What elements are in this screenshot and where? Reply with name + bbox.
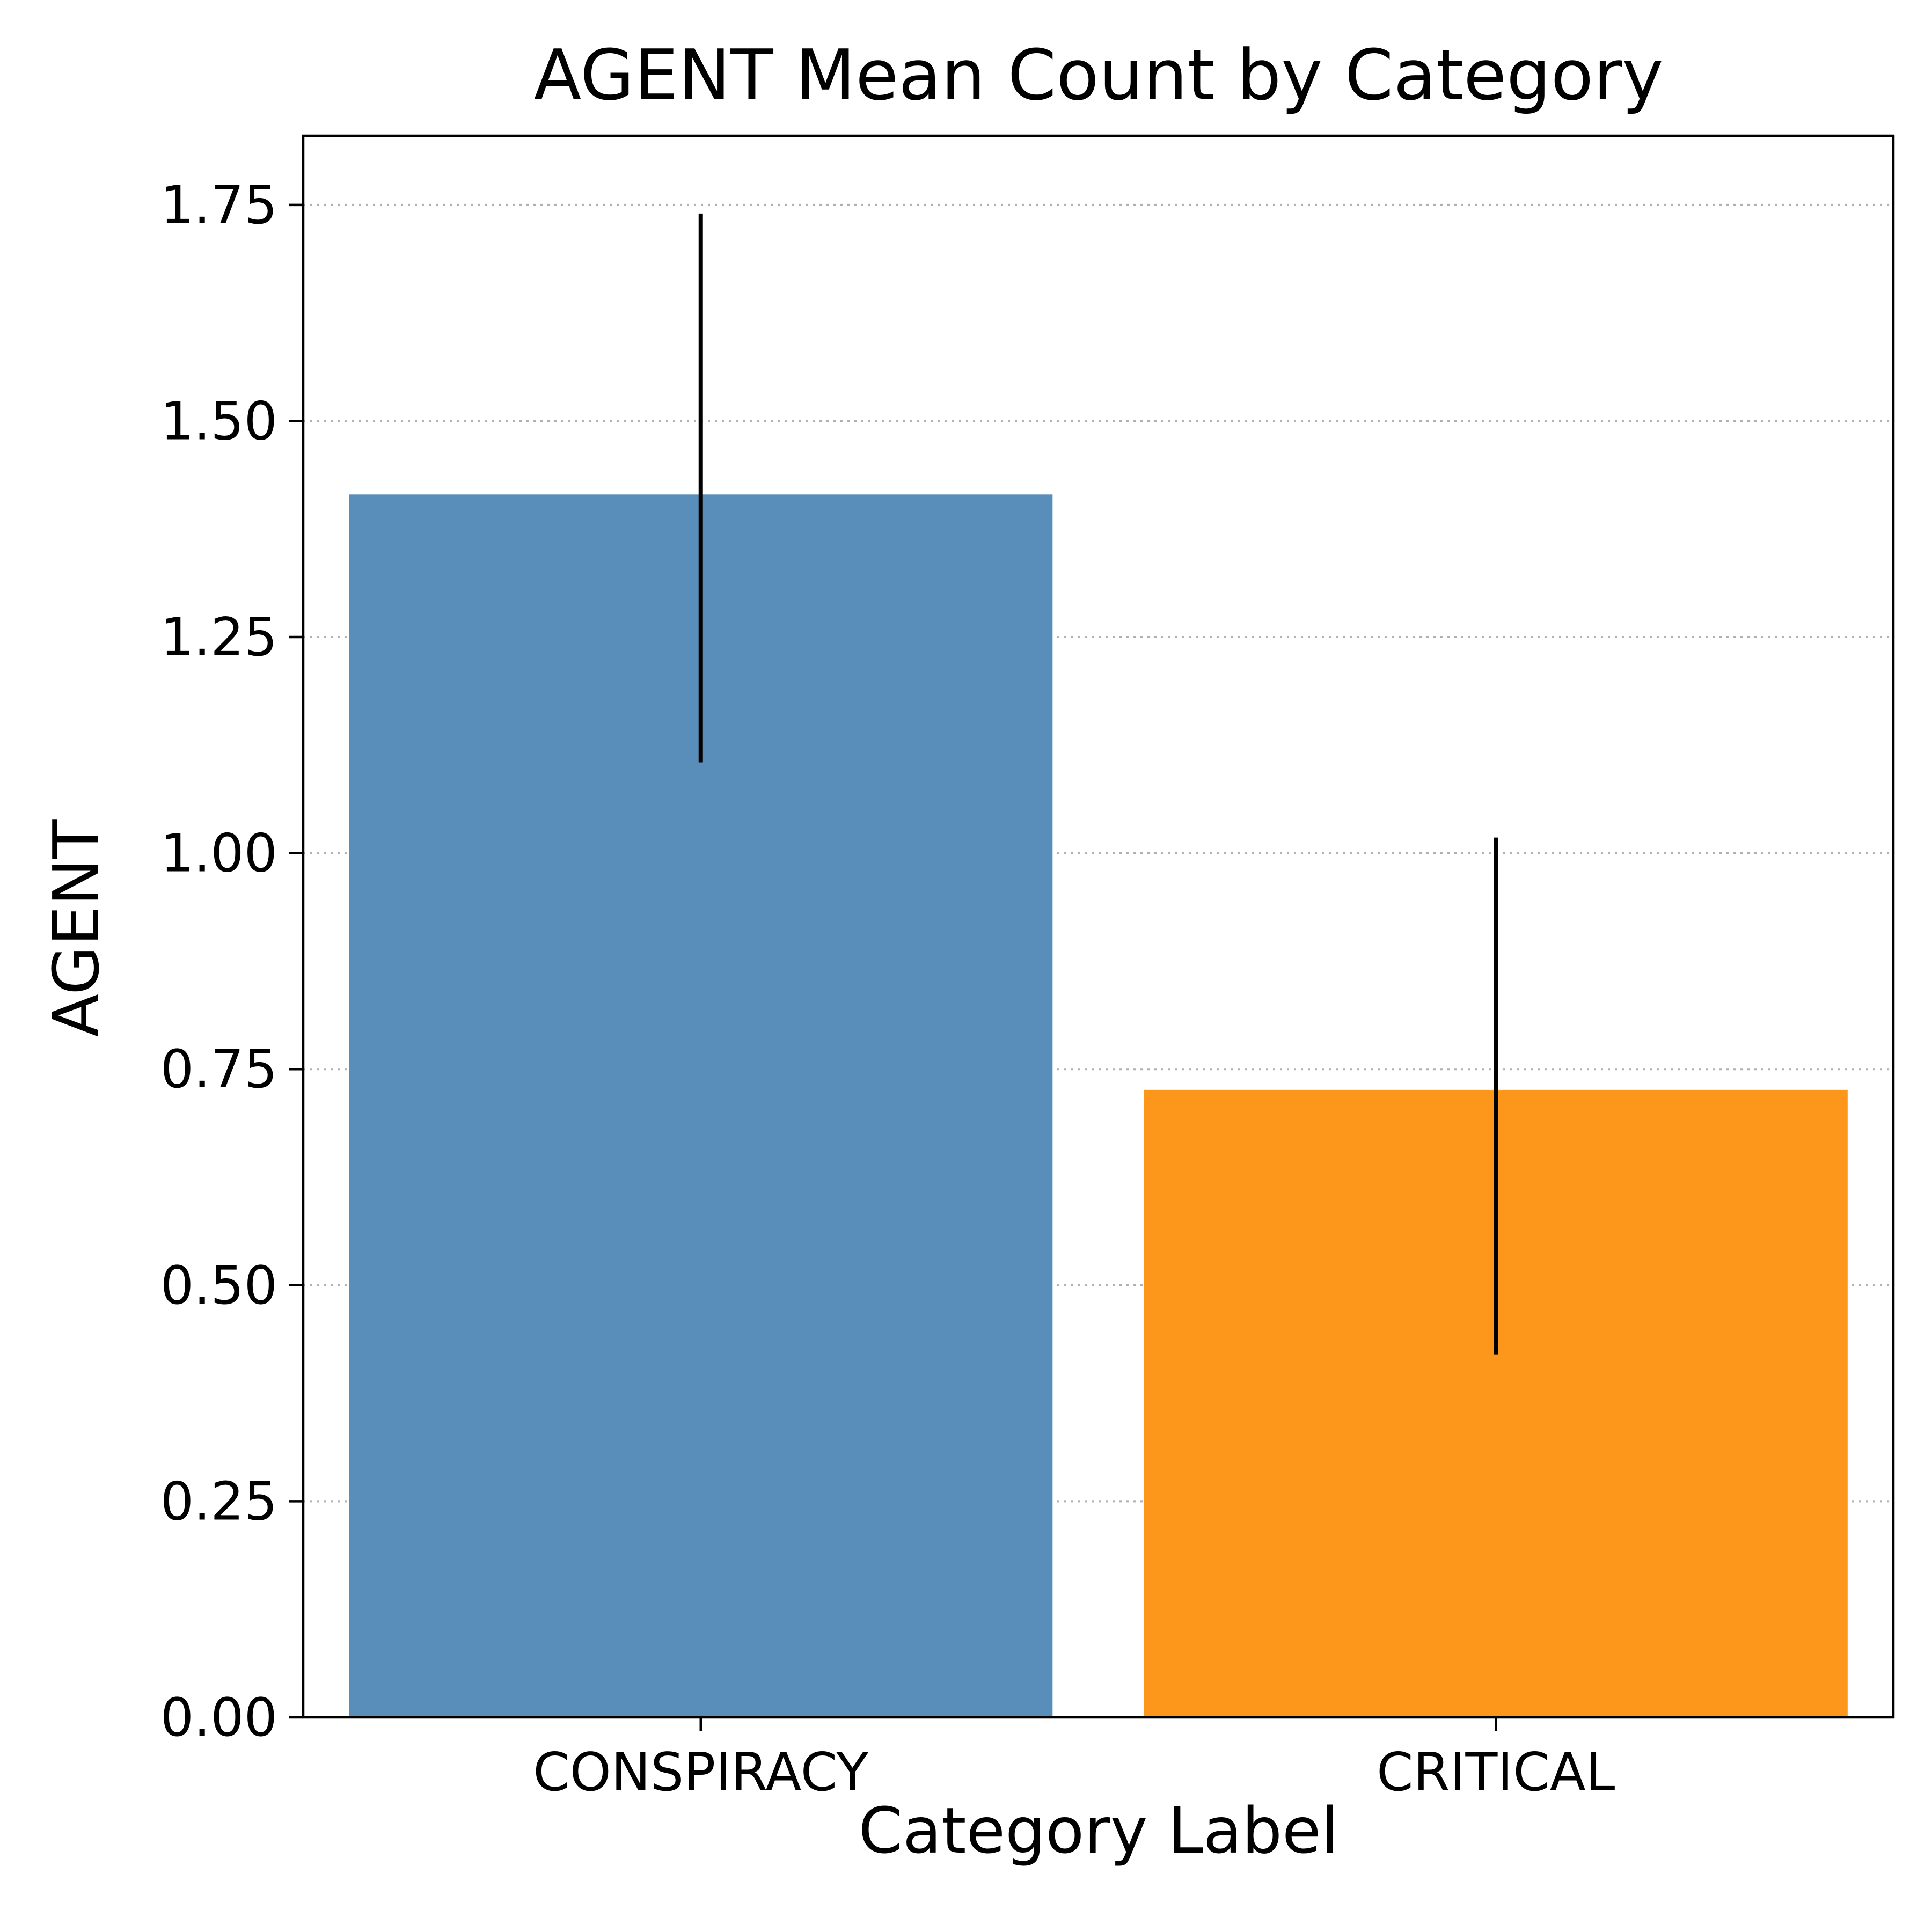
- x-axis-label: Category Label: [859, 1794, 1339, 1868]
- y-axis-label: AGENT: [39, 819, 113, 1037]
- y-tick-label: 0.25: [160, 1471, 277, 1532]
- y-tick-label: 0.75: [160, 1039, 277, 1100]
- plot-frame: [302, 134, 1895, 1719]
- chart-title: AGENT Mean Count by Category: [533, 34, 1663, 116]
- bars: [349, 494, 1848, 1718]
- y-tick-label: 1.25: [160, 607, 277, 668]
- y-tick-label: 1.75: [160, 175, 277, 236]
- error-bars: [698, 213, 1498, 1355]
- y-tick-label: 1.50: [160, 391, 277, 452]
- x-axis-ticks: CONSPIRACY CRITICAL: [533, 1717, 1615, 1803]
- y-tick-label: 0.00: [160, 1687, 277, 1748]
- x-tick-label: CONSPIRACY: [533, 1742, 869, 1803]
- y-tick-label: 1.00: [160, 823, 277, 884]
- y-tick-label: 0.50: [160, 1255, 277, 1316]
- y-axis-ticks: 0.00 0.25 0.50 0.75 1.00 1.25 1.50 1.75: [160, 175, 303, 1748]
- x-tick-label: CRITICAL: [1377, 1742, 1615, 1803]
